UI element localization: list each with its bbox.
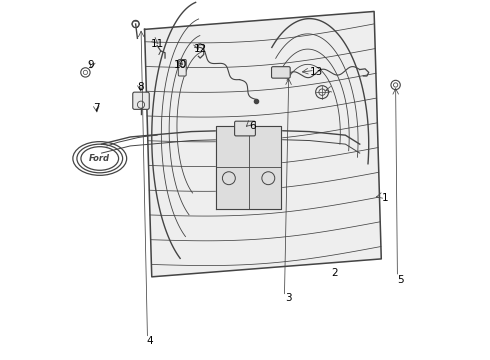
Text: 2: 2: [331, 268, 338, 278]
Text: 8: 8: [138, 82, 145, 92]
Text: 12: 12: [194, 44, 207, 54]
Text: 6: 6: [249, 121, 255, 131]
Text: 10: 10: [174, 60, 187, 70]
Text: 5: 5: [398, 275, 404, 285]
Text: 13: 13: [310, 67, 323, 77]
FancyBboxPatch shape: [235, 121, 255, 136]
Text: Ford: Ford: [89, 154, 110, 163]
FancyBboxPatch shape: [178, 59, 186, 76]
Text: 11: 11: [150, 39, 164, 49]
FancyBboxPatch shape: [133, 92, 149, 109]
Text: 4: 4: [147, 336, 153, 346]
Text: 3: 3: [285, 293, 292, 303]
Text: 7: 7: [93, 103, 99, 113]
Text: 1: 1: [382, 193, 388, 203]
Polygon shape: [145, 12, 381, 277]
Text: 9: 9: [88, 60, 94, 70]
Polygon shape: [216, 126, 281, 209]
FancyBboxPatch shape: [271, 67, 290, 78]
